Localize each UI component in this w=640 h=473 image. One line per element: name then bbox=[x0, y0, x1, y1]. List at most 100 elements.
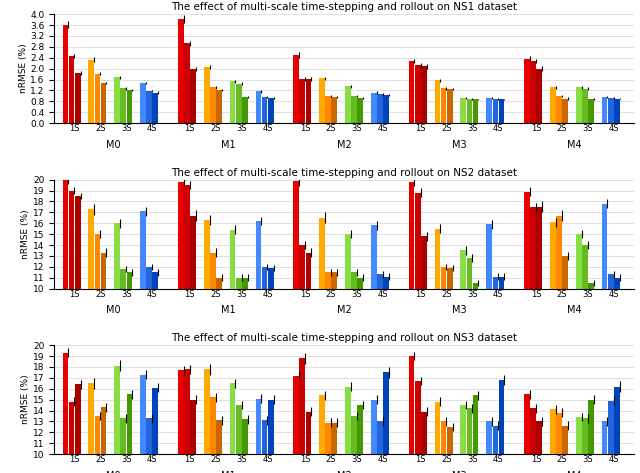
Bar bbox=[236, 84, 241, 123]
Bar bbox=[300, 245, 305, 289]
Bar bbox=[486, 421, 492, 454]
Bar bbox=[216, 90, 222, 123]
Bar bbox=[614, 98, 620, 123]
Bar bbox=[88, 209, 94, 289]
Bar bbox=[230, 81, 236, 123]
Bar bbox=[435, 80, 440, 123]
Bar bbox=[190, 400, 196, 454]
Bar bbox=[371, 400, 377, 454]
Y-axis label: nRMSE (%): nRMSE (%) bbox=[21, 375, 31, 424]
Text: M3: M3 bbox=[452, 140, 467, 150]
Bar bbox=[332, 422, 337, 454]
Bar bbox=[95, 416, 100, 454]
Bar bbox=[345, 87, 351, 123]
Bar bbox=[582, 245, 588, 289]
Bar bbox=[88, 60, 94, 123]
Bar bbox=[421, 66, 427, 123]
Bar bbox=[461, 405, 466, 454]
Bar bbox=[582, 418, 588, 454]
Bar bbox=[345, 386, 351, 454]
Bar bbox=[608, 98, 614, 123]
Bar bbox=[493, 277, 498, 289]
Text: M0: M0 bbox=[106, 306, 120, 315]
Bar bbox=[120, 269, 126, 289]
Bar bbox=[100, 407, 106, 454]
Bar bbox=[184, 44, 190, 123]
Bar bbox=[351, 272, 357, 289]
Bar bbox=[325, 422, 331, 454]
Bar bbox=[115, 223, 120, 289]
Bar bbox=[115, 366, 120, 454]
Bar bbox=[556, 96, 562, 123]
Bar bbox=[184, 185, 190, 289]
Bar bbox=[602, 421, 607, 454]
Bar bbox=[147, 91, 152, 123]
Bar bbox=[415, 193, 420, 289]
Text: M0: M0 bbox=[106, 140, 120, 150]
Bar bbox=[63, 25, 68, 123]
Text: M3: M3 bbox=[452, 471, 467, 473]
Bar bbox=[204, 220, 209, 289]
Bar bbox=[236, 278, 241, 289]
Bar bbox=[556, 216, 562, 289]
Bar bbox=[409, 356, 415, 454]
Y-axis label: nRMSE (%): nRMSE (%) bbox=[21, 210, 31, 259]
Bar bbox=[473, 395, 479, 454]
Bar bbox=[563, 256, 568, 289]
Bar bbox=[588, 283, 594, 289]
Bar bbox=[293, 376, 299, 454]
Bar bbox=[147, 418, 152, 454]
Bar bbox=[268, 98, 273, 123]
Bar bbox=[409, 182, 415, 289]
Bar bbox=[115, 78, 120, 123]
Bar bbox=[152, 93, 158, 123]
Bar bbox=[242, 278, 248, 289]
Title: The effect of multi-scale time-stepping and rollout on NS3 dataset: The effect of multi-scale time-stepping … bbox=[171, 333, 517, 343]
Bar bbox=[435, 228, 440, 289]
Bar bbox=[325, 272, 331, 289]
Bar bbox=[531, 207, 536, 289]
Bar bbox=[614, 386, 620, 454]
Bar bbox=[441, 88, 447, 123]
Text: M4: M4 bbox=[568, 140, 582, 150]
Bar bbox=[230, 383, 236, 454]
Bar bbox=[75, 73, 81, 123]
Bar bbox=[588, 400, 594, 454]
Bar bbox=[447, 89, 452, 123]
Bar bbox=[127, 272, 132, 289]
Bar bbox=[383, 372, 389, 454]
Bar bbox=[306, 253, 311, 289]
Bar bbox=[120, 88, 126, 123]
Bar bbox=[319, 218, 325, 289]
Bar bbox=[524, 192, 530, 289]
Bar bbox=[255, 221, 261, 289]
Bar bbox=[236, 405, 241, 454]
Bar bbox=[499, 277, 504, 289]
Bar bbox=[204, 67, 209, 123]
Bar bbox=[536, 69, 542, 123]
Bar bbox=[576, 87, 582, 123]
Bar bbox=[614, 278, 620, 289]
Text: M3: M3 bbox=[452, 306, 467, 315]
Bar bbox=[268, 268, 273, 289]
Bar bbox=[63, 353, 68, 454]
Bar bbox=[563, 98, 568, 123]
Bar bbox=[152, 272, 158, 289]
Bar bbox=[95, 234, 100, 289]
Bar bbox=[178, 182, 184, 289]
Bar bbox=[127, 90, 132, 123]
Bar bbox=[88, 383, 94, 454]
Bar bbox=[377, 274, 383, 289]
Bar bbox=[216, 278, 222, 289]
Bar bbox=[190, 69, 196, 123]
Bar bbox=[68, 191, 74, 289]
Bar bbox=[377, 95, 383, 123]
Bar bbox=[230, 230, 236, 289]
Bar bbox=[550, 410, 556, 454]
Bar bbox=[608, 274, 614, 289]
Bar bbox=[178, 19, 184, 123]
Bar bbox=[293, 55, 299, 123]
Bar bbox=[421, 412, 427, 454]
Bar bbox=[262, 96, 268, 123]
Bar bbox=[210, 397, 216, 454]
